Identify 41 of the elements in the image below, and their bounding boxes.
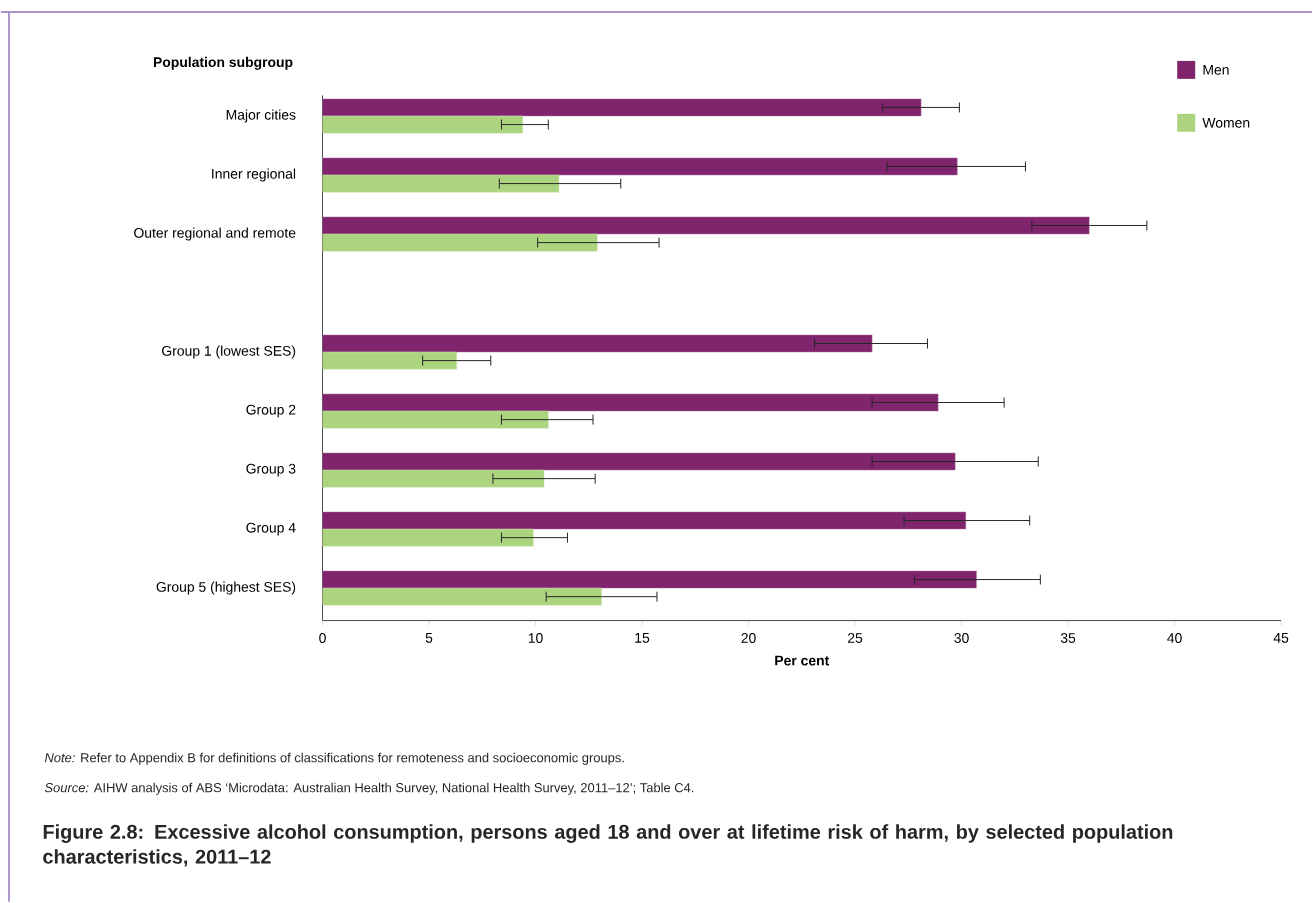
bar <box>322 216 1090 235</box>
x-tick-label: 45 <box>1273 633 1289 643</box>
bar <box>322 411 549 429</box>
y-tick-label: Outer regional and remote <box>134 227 296 241</box>
text: Figure 2.8: Excessive alcohol consumption, persons aged 18 and over at lifetime risk of harm, by selected population characteristics, 2011–12 <box>43 824 1173 867</box>
bar <box>322 351 457 370</box>
y-tick-label: Group 5 (highest SES) <box>156 581 296 595</box>
bar <box>322 529 534 547</box>
bar <box>322 174 560 193</box>
bar <box>322 98 922 117</box>
x-tick-label: 0 <box>319 633 326 644</box>
bar <box>322 588 602 606</box>
y-tick-label: Group 3 <box>246 463 296 477</box>
y-tick-label: Group 2 <box>246 404 296 418</box>
bar <box>322 511 967 530</box>
x-axis-title: Per cent <box>775 655 830 666</box>
x-tick-label: 5 <box>425 633 433 643</box>
x-tick-label: 25 <box>848 633 863 644</box>
legend-label: Women <box>1202 118 1250 128</box>
y-tick-label: Group 1 (lowest SES) <box>162 345 296 359</box>
bar <box>322 157 958 176</box>
bar <box>322 393 939 412</box>
bar <box>322 115 523 134</box>
text: Source: AIHW analysis of ABS ‘Microdata: Australian Health Survey, National Health Survey, 2011–12’; Table C4. <box>44 782 694 796</box>
bar <box>322 334 873 353</box>
bar <box>322 570 977 589</box>
bar <box>322 470 545 488</box>
y-axis-title: Population subgroup <box>153 57 293 71</box>
x-tick-label: 10 <box>528 633 543 644</box>
bar <box>322 233 598 252</box>
text: Note: Refer to Appendix B for definitions of classifications for remoteness and socioeconomic groups. <box>44 753 624 766</box>
y-tick-label: Inner regional <box>212 168 296 182</box>
x-tick-label: 15 <box>635 633 650 643</box>
x-tick-label: 40 <box>1167 633 1182 644</box>
legend-label: Men <box>1203 65 1229 75</box>
y-tick-label: Major cities <box>226 109 296 123</box>
x-tick-label: 30 <box>954 633 969 644</box>
x-tick-label: 35 <box>1060 633 1076 644</box>
x-tick-label: 20 <box>741 633 756 644</box>
y-tick-label: Group 4 <box>246 522 296 536</box>
bar <box>322 452 956 471</box>
